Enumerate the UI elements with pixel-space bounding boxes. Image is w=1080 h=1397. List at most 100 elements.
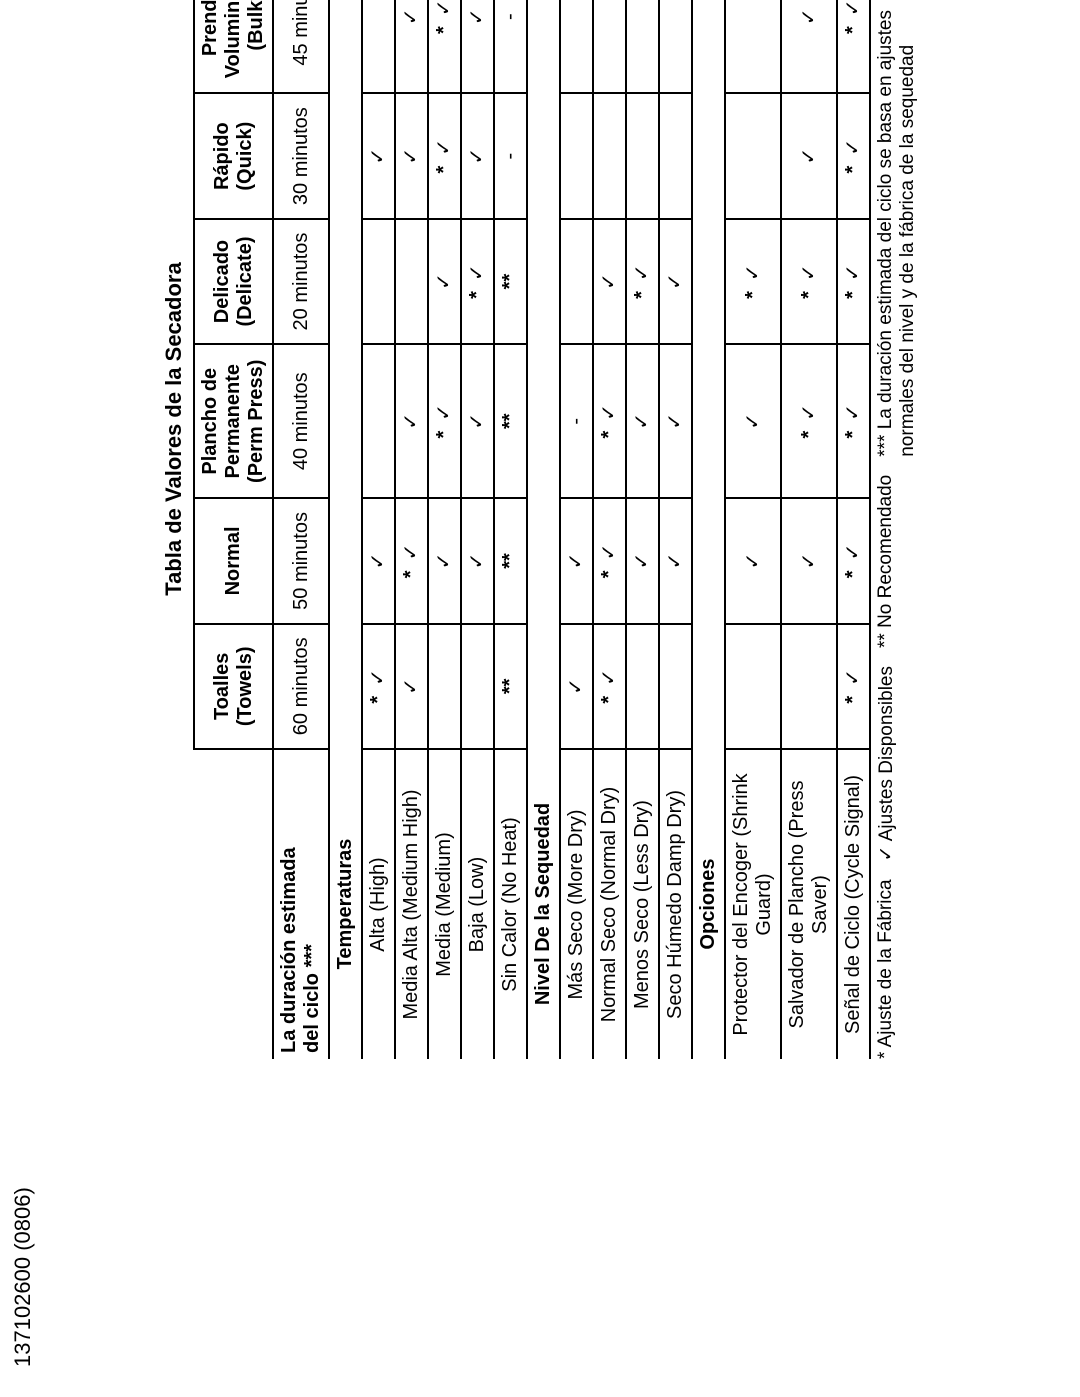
value-cell [362,344,395,498]
value-cell: ✓ [781,498,837,623]
value-cell: ** [494,498,527,623]
duration-cell: 40 minutos [273,344,329,498]
section-heading: Opciones [692,749,725,1059]
value-cell: *✓ [593,344,626,498]
value-cell [362,219,395,344]
legend: * Ajuste de la Fábrica ✓ Ajustes Dispons… [875,0,919,1059]
value-cell: *✓ [837,624,870,749]
value-cell: ✓ [461,498,494,623]
value-cell: *✓ [395,498,428,623]
duration-cell: 50 minutos [273,498,329,623]
section-spacer [692,219,725,344]
value-cell: *✓ [781,344,837,498]
section-spacer [527,93,560,218]
value-cell [725,93,781,218]
section-spacer [329,498,362,623]
value-cell: ✓ [659,219,692,344]
value-cell: ✓ [362,93,395,218]
duration-cell: 60 minutos [273,624,329,749]
value-cell: ✓ [395,624,428,749]
column-header: Rápido(Quick) [194,93,273,218]
table-container: Tabla de Valores de la Secadora Toalles(… [161,0,919,1059]
duration-cell: 30 minutos [273,93,329,218]
value-cell [560,219,593,344]
row-label: Protector del Encoger (Shrink Guard) [725,749,781,1059]
value-cell: - [560,344,593,498]
value-cell: ✓ [461,0,494,93]
value-cell: *✓ [362,624,395,749]
value-cell [626,624,659,749]
section-spacer [692,0,725,93]
value-cell [428,624,461,749]
value-cell: *✓ [837,498,870,623]
section-spacer [527,0,560,93]
value-cell: *✓ [837,219,870,344]
row-label: Sin Calor (No Heat) [494,749,527,1059]
section-spacer [329,624,362,749]
value-cell: ✓ [626,498,659,623]
section-heading: Nivel De la Sequedad [527,749,560,1059]
value-cell [461,624,494,749]
value-cell: *✓ [837,0,870,93]
duration-cell: 20 minutos [273,219,329,344]
header-blank [194,749,273,1059]
section-spacer [329,219,362,344]
value-cell: *✓ [725,219,781,344]
row-label: Media (Medium) [428,749,461,1059]
value-cell: ✓ [593,219,626,344]
section-spacer [692,344,725,498]
value-cell: *✓ [428,0,461,93]
row-label: Señal de Ciclo (Cycle Signal) [837,749,870,1059]
value-cell [560,93,593,218]
value-cell [362,0,395,93]
legend-factory: * Ajuste de la Fábrica [875,879,897,1059]
value-cell: ✓ [626,344,659,498]
value-cell: ✓ [781,0,837,93]
value-cell: ✓ [560,498,593,623]
value-cell: *✓ [593,624,626,749]
value-cell: ** [494,624,527,749]
value-cell: *✓ [837,93,870,218]
value-cell: *✓ [626,219,659,344]
value-cell: *✓ [837,344,870,498]
section-spacer [692,498,725,623]
legend-duration-note: *** La duración estimada del ciclo se ba… [875,0,919,457]
section-spacer [692,93,725,218]
value-cell [593,0,626,93]
value-cell: *✓ [428,93,461,218]
value-cell: ** [494,219,527,344]
section-spacer [329,0,362,93]
column-header: Toalles(Towels) [194,624,273,749]
value-cell: ✓ [395,344,428,498]
section-spacer [527,624,560,749]
value-cell: *✓ [593,498,626,623]
row-label: Alta (High) [362,749,395,1059]
value-cell: - [494,93,527,218]
legend-not-recommended: ** No Recomendado [875,475,897,648]
section-spacer [527,498,560,623]
value-cell [781,624,837,749]
row-label: Seco Húmedo Damp Dry) [659,749,692,1059]
legend-available: ✓ Ajustes Disponsibles [875,666,898,861]
value-cell [395,219,428,344]
value-cell [659,93,692,218]
column-header: PrendasVoluminosas(Bulky) [194,0,273,93]
value-cell: ✓ [461,344,494,498]
value-cell: ✓ [428,498,461,623]
value-cell: ✓ [428,219,461,344]
value-cell: ✓ [560,624,593,749]
value-cell [659,0,692,93]
section-spacer [527,344,560,498]
row-label: Normal Seco (Normal Dry) [593,749,626,1059]
value-cell [560,0,593,93]
value-cell [725,0,781,93]
section-spacer [692,624,725,749]
column-header: Plancho dePermanente(Perm Press) [194,344,273,498]
value-cell: ✓ [781,93,837,218]
section-spacer [527,219,560,344]
row-label: Baja (Low) [461,749,494,1059]
row-label: Media Alta (Medium High) [395,749,428,1059]
section-spacer [329,93,362,218]
value-cell: ✓ [659,498,692,623]
section-spacer [329,344,362,498]
